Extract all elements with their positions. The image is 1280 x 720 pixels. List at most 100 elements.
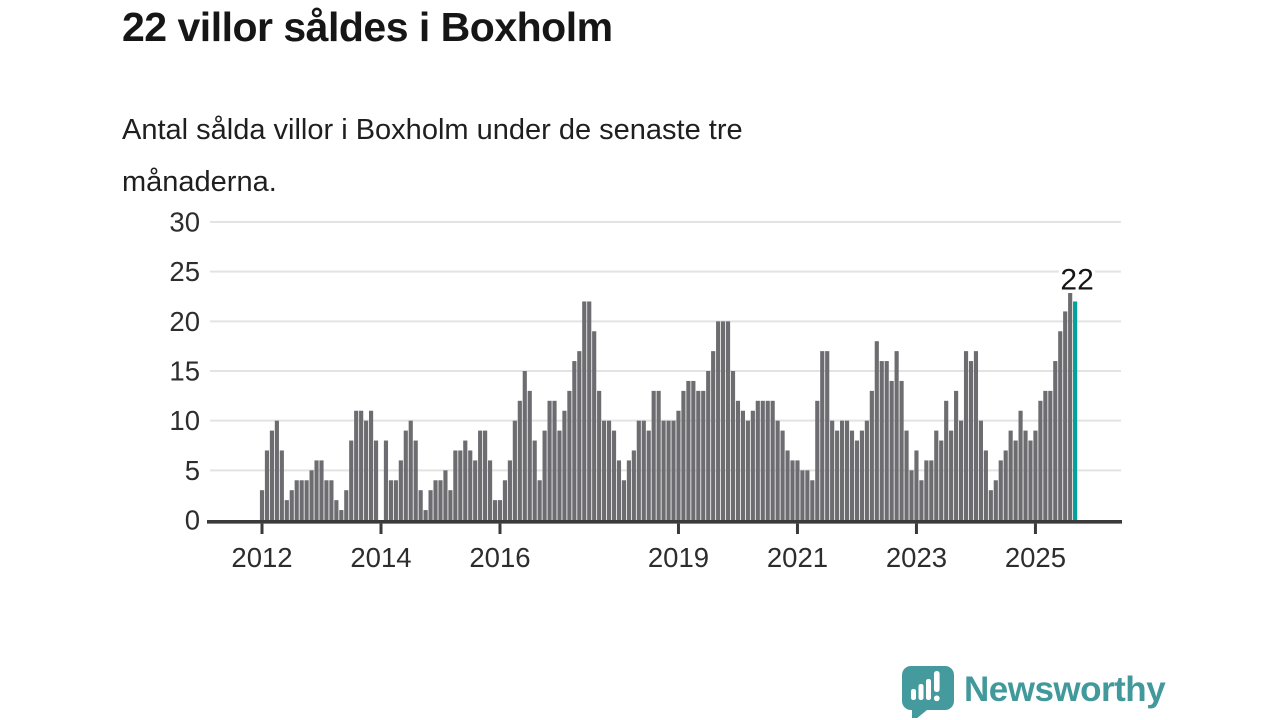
bar [780, 430, 785, 520]
brand-name: Newsworthy [964, 670, 1166, 709]
bar [453, 450, 458, 520]
bar [636, 420, 641, 520]
x-tick-label: 2012 [231, 542, 292, 573]
bar [954, 390, 959, 520]
bar [393, 480, 398, 520]
bar [398, 460, 403, 520]
bar [1048, 390, 1053, 520]
bar [805, 470, 810, 520]
bar [825, 351, 830, 520]
bar [418, 490, 423, 520]
bar [656, 390, 661, 520]
bar [973, 351, 979, 520]
bar [433, 480, 438, 520]
bar [1038, 400, 1043, 520]
bar [884, 361, 889, 520]
bar [1013, 440, 1018, 520]
bar [463, 440, 468, 520]
bar [413, 440, 418, 520]
bar [706, 371, 711, 520]
chart-subtitle: Antal sålda villor i Boxholm under de se… [122, 104, 1022, 208]
bar [701, 390, 706, 520]
bar [651, 390, 656, 520]
bar [939, 440, 944, 520]
bar [795, 460, 800, 520]
bar [924, 460, 929, 520]
bar [711, 351, 716, 520]
bar [284, 500, 289, 520]
bar [448, 490, 453, 520]
bar [755, 400, 760, 520]
bar [532, 440, 537, 520]
bar [691, 380, 696, 520]
bar [815, 400, 820, 520]
bar [849, 430, 855, 520]
y-tick-label: 20 [169, 306, 200, 337]
bar [309, 470, 314, 520]
bar [517, 400, 522, 520]
speech-bubble-bar-chart-icon [902, 666, 954, 718]
bar [334, 500, 339, 520]
bar [978, 420, 983, 520]
bar [934, 430, 939, 520]
bar [914, 450, 919, 520]
bar [859, 430, 864, 520]
bar [408, 420, 413, 520]
bar [854, 440, 860, 520]
bar [626, 460, 631, 520]
bar [983, 450, 988, 520]
bar [364, 420, 369, 520]
bar [597, 390, 602, 520]
bar [968, 361, 974, 520]
bar [478, 430, 483, 520]
bar [314, 460, 319, 520]
bar [681, 390, 686, 520]
bar [468, 450, 473, 520]
bar [349, 440, 354, 520]
bar [1003, 450, 1008, 520]
bar [835, 430, 840, 520]
bar [830, 420, 835, 520]
bar [725, 321, 731, 520]
bar [775, 420, 780, 520]
bar [1063, 311, 1068, 520]
bar [676, 410, 681, 520]
bar [904, 430, 909, 520]
bar [537, 480, 542, 520]
bar [274, 420, 279, 520]
bar [502, 480, 508, 520]
bar [552, 400, 557, 520]
bar [473, 460, 478, 520]
bar [745, 420, 750, 520]
last-value-annotation: 22 [1060, 263, 1093, 296]
bar [730, 371, 736, 520]
bar [403, 430, 408, 520]
x-tick-label: 2023 [886, 542, 947, 573]
x-tick-label: 2025 [1005, 542, 1066, 573]
bar [993, 480, 998, 520]
bar [740, 410, 746, 520]
bar [646, 430, 651, 520]
newsworthy-logo[interactable]: Newsworthy [898, 662, 1168, 718]
bar [527, 390, 532, 520]
y-tick-label: 15 [169, 356, 200, 387]
bar [507, 460, 512, 520]
bar [587, 301, 592, 520]
x-tick-label: 2019 [648, 542, 709, 573]
bar [359, 410, 364, 520]
bar [319, 460, 324, 520]
bar [621, 480, 627, 520]
bar [760, 400, 765, 520]
bar [641, 420, 646, 520]
bar [696, 390, 701, 520]
bar [1058, 331, 1063, 520]
bar [790, 460, 795, 520]
bar [1018, 410, 1023, 520]
bar [864, 420, 869, 520]
bar [765, 400, 770, 520]
bar [879, 361, 884, 520]
bar [428, 490, 433, 520]
subtitle-line-1: Antal sålda villor i Boxholm under de se… [122, 114, 743, 146]
bar [577, 351, 582, 520]
